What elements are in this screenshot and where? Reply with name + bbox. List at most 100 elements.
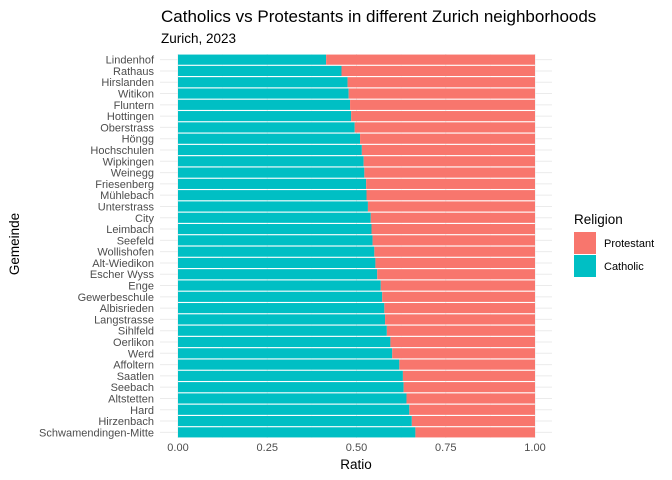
bar-protestant [403,382,535,393]
bar-protestant [366,178,535,189]
bar-catholic [178,77,348,88]
y-tick-label: Hottingen [107,111,154,123]
y-tick-label: Leimbach [106,224,154,236]
bar-catholic [178,404,410,415]
bar-protestant [354,122,535,133]
y-tick-label: Wollishofen [97,247,154,259]
y-tick-label: Affoltern [113,360,154,372]
bar-protestant [360,133,535,144]
bar-protestant [382,291,535,302]
y-tick-label: Fluntern [114,100,154,112]
bar-protestant [384,303,535,314]
chart-subtitle: Zurich, 2023 [161,31,236,46]
bar-catholic [178,223,372,235]
bar-protestant [347,77,535,88]
bar-catholic [178,348,393,359]
y-tick-label: City [135,213,154,225]
bar-protestant [348,88,535,99]
bar-catholic [178,54,327,65]
bar-protestant [386,325,535,336]
legend-title: Religion [574,212,623,227]
y-tick-label: Hard [130,405,154,417]
y-tick-label: Oberstrass [100,122,154,134]
bar-protestant [411,415,535,427]
bar-protestant [341,65,535,77]
bar-protestant [385,314,535,325]
bar-catholic [178,415,412,427]
y-tick-label: Sihlfeld [118,326,154,338]
bar-protestant [350,99,535,110]
bar-catholic [178,178,367,189]
y-tick-label: Oerlikon [113,337,154,349]
chart-title: Catholics vs Protestants in different Zu… [161,7,596,26]
bar-catholic [178,156,364,167]
bar-catholic [178,190,367,201]
y-tick-label: Hochschulen [90,145,154,157]
bar-catholic [178,246,375,257]
bar-catholic [178,99,351,110]
bar-protestant [366,190,535,201]
y-tick-label: Albisrieden [100,303,154,315]
y-tick-label: Seefeld [117,235,154,247]
y-tick-label: Unterstrass [98,201,155,213]
y-tick-label: Escher Wyss [90,269,155,281]
x-tick-label: 0.25 [257,442,278,454]
legend-key-catholic [574,255,596,277]
bar-catholic [178,212,371,223]
y-tick-label: Enge [128,281,154,293]
bar-catholic [178,65,342,77]
bar-protestant [374,246,535,257]
bar-protestant [399,359,535,370]
bar-catholic [178,325,387,336]
y-tick-label: Höngg [122,134,154,146]
bar-catholic [178,144,362,156]
plot-area: LindenhofRathausHirslandenWitikonFlunter… [39,54,552,454]
bar-protestant [363,156,535,167]
bar-catholic [178,382,404,393]
y-tick-label: Alt-Wiedikon [92,258,154,270]
bar-catholic [178,257,376,269]
y-tick-label: Friesenberg [95,179,154,191]
bar-protestant [406,393,535,404]
bar-catholic [178,280,381,291]
y-tick-label: Saatlen [117,371,154,383]
bar-catholic [178,291,383,302]
bar-protestant [361,144,535,156]
bar-protestant [370,212,535,223]
y-tick-label: Witikon [118,89,154,101]
bar-catholic [178,133,361,144]
bar-catholic [178,269,378,280]
legend: Religion Protestant Catholic [574,212,654,277]
x-tick-label: 0.50 [346,442,367,454]
bar-protestant [380,280,535,291]
bar-protestant [377,269,535,280]
x-tick-label: 1.00 [524,442,545,454]
bar-protestant [375,257,535,269]
y-tick-label: Seebach [111,382,154,394]
y-tick-label: Hirzenbach [98,416,154,428]
bar-catholic [178,201,368,212]
bar-protestant [402,370,535,381]
y-tick-label: Schwamendingen-Mitte [39,427,154,439]
bar-protestant [390,336,535,348]
bar-protestant [415,427,535,438]
x-tick-label: 0.75 [435,442,456,454]
bar-catholic [178,88,349,99]
bar-catholic [178,235,373,246]
bar-catholic [178,111,352,122]
y-tick-label: Rathaus [113,66,154,78]
bar-protestant [364,167,535,178]
bar-catholic [178,359,400,370]
y-tick-label: Wipkingen [103,156,154,168]
y-tick-label: Lindenhof [106,55,155,67]
y-tick-label: Altstetten [108,393,154,405]
y-axis-title: Gemeinde [7,213,22,275]
y-tick-label: Werd [128,348,154,360]
x-axis-title: Ratio [340,457,372,472]
y-tick-label: Mühlebach [100,190,154,202]
legend-label-catholic: Catholic [604,261,644,273]
legend-key-protestant [574,232,596,254]
bar-protestant [367,201,535,212]
bar-catholic [178,336,391,348]
